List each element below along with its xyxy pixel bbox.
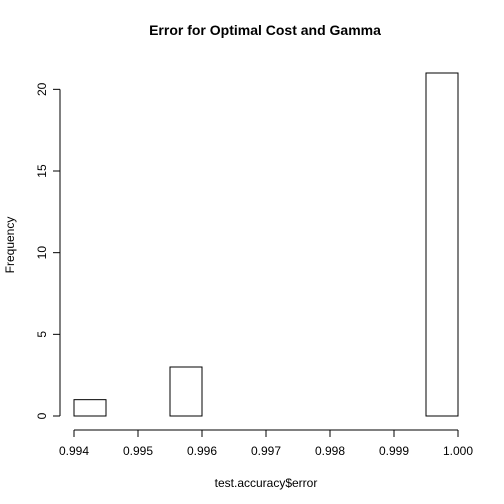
x-tick-label: 0.998 — [315, 444, 345, 458]
histogram-bar — [425, 72, 459, 417]
x-tick-label: 0.994 — [59, 444, 89, 458]
histogram-bar — [169, 366, 203, 417]
x-tick-label: 0.995 — [123, 444, 153, 458]
x-tick-label: 0.996 — [187, 444, 217, 458]
y-axis-label: Frequency — [3, 217, 17, 274]
bars-group — [73, 72, 459, 417]
x-tick-label: 1.000 — [443, 444, 473, 458]
x-tick-label: 0.999 — [379, 444, 409, 458]
y-tick-label: 5 — [35, 331, 49, 338]
y-tick-label: 20 — [35, 82, 49, 96]
x-tick-label: 0.997 — [251, 444, 281, 458]
x-axis: 0.994 0.995 0.996 0.997 0.998 0.999 1.000 — [59, 429, 473, 458]
y-tick-label: 10 — [35, 246, 49, 260]
chart-title: Error for Optimal Cost and Gamma — [149, 22, 381, 38]
histogram-bar — [73, 399, 107, 417]
y-tick-label: 0 — [35, 412, 49, 419]
y-tick-label: 15 — [35, 164, 49, 178]
y-axis: 0 5 10 15 20 — [35, 82, 61, 419]
x-axis-label: test.accuracy$error — [215, 476, 318, 490]
